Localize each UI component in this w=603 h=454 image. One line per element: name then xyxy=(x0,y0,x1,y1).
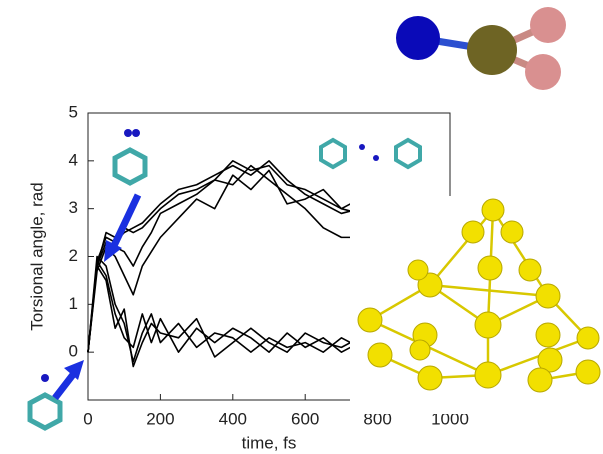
x-axis-label: time, fs xyxy=(242,433,297,452)
y-axis-label: Torsional angle, rad xyxy=(27,182,46,330)
x-tick-label: 400 xyxy=(219,409,247,428)
y-tick-label: 0 xyxy=(69,342,78,361)
y-tick-label: 1 xyxy=(69,294,78,313)
y-tick-label: 5 xyxy=(69,102,78,121)
x-tick-label: 0 xyxy=(83,409,92,428)
trajectory-line xyxy=(88,266,360,366)
trajectory-line xyxy=(88,170,360,352)
trajectory-line xyxy=(88,161,360,352)
trajectory-line xyxy=(88,161,360,352)
molecule-image xyxy=(396,7,566,90)
trajectory-line xyxy=(88,257,360,362)
y-tick-label: 2 xyxy=(69,246,78,265)
y-tick-label: 3 xyxy=(69,198,78,217)
figure: 01234502004006008001000time, fsTorsional… xyxy=(0,0,603,454)
y-tick-label: 4 xyxy=(69,150,78,169)
x-tick-label: 600 xyxy=(291,409,319,428)
gold-cluster-image xyxy=(350,196,603,414)
x-tick-label: 200 xyxy=(146,409,174,428)
